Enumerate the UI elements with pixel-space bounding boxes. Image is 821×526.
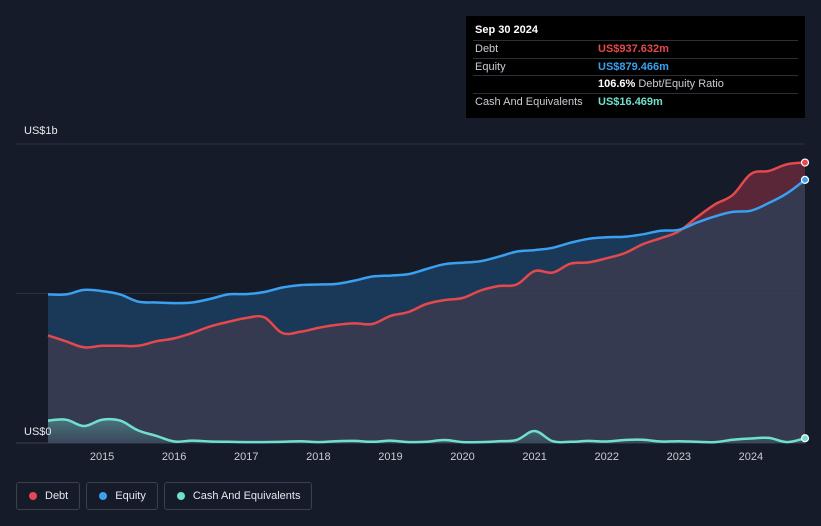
equity-area <box>48 162 805 348</box>
tooltip-row-debt: Debt US$937.632m <box>473 40 798 58</box>
tooltip-label: Debt <box>475 43 499 56</box>
tooltip-label: Equity <box>475 60 506 73</box>
cash-line <box>47 417 806 444</box>
x-tick-label: 2022 <box>594 451 618 463</box>
tooltip-row-cash: Cash And Equivalents US$16.469m <box>473 92 798 111</box>
chart-legend: Debt Equity Cash And Equivalents <box>16 482 313 510</box>
x-tick-label: 2019 <box>378 451 402 463</box>
tooltip-value-cash: US$16.469m <box>598 95 663 108</box>
legend-dot-equity <box>99 492 108 500</box>
x-tick-label: 2020 <box>450 451 474 463</box>
x-tick-label: 2021 <box>522 451 546 463</box>
debt-line <box>47 161 806 349</box>
legend-label: Equity <box>115 490 146 502</box>
y-tick-label-top: US$1b <box>24 125 58 137</box>
tooltip-ratio-label: Debt/Equity Ratio <box>638 78 724 91</box>
tooltip-row-equity: Equity US$879.466m <box>473 57 798 76</box>
legend-item-cash[interactable]: Cash And Equivalents <box>163 482 313 510</box>
legend-dot-debt <box>29 492 37 500</box>
tooltip-value-ratio: 106.6% <box>598 78 636 91</box>
x-tick-label: 2015 <box>90 451 114 463</box>
tooltip-label: Cash And Equivalents <box>475 95 583 108</box>
debt-end-point <box>800 158 810 167</box>
cash-end-point <box>800 434 810 443</box>
x-tick-label: 2016 <box>162 451 186 463</box>
legend-dot-cash <box>176 492 185 500</box>
equity-line <box>47 178 806 305</box>
legend-label: Debt <box>45 490 69 502</box>
x-tick-label: 2023 <box>667 451 691 463</box>
tooltip-panel: Sep 30 2024 Debt US$937.632m Equity US$8… <box>466 16 805 118</box>
tooltip-date: Sep 30 2024 <box>475 24 538 36</box>
tooltip-value-debt: US$937.632m <box>598 43 669 56</box>
legend-item-equity[interactable]: Equity <box>86 482 158 510</box>
tooltip-row-ratio: 106.6% Debt/Equity Ratio <box>473 75 798 93</box>
legend-label: Cash And Equivalents <box>192 490 301 502</box>
x-tick-label: 2024 <box>739 451 763 463</box>
tooltip-value-equity: US$879.466m <box>598 60 669 73</box>
x-tick-label: 2018 <box>306 451 330 463</box>
x-tick-label: 2017 <box>234 451 258 463</box>
equity-end-point <box>800 175 810 184</box>
y-tick-label-bottom: US$0 <box>24 426 52 438</box>
legend-item-debt[interactable]: Debt <box>16 482 81 510</box>
